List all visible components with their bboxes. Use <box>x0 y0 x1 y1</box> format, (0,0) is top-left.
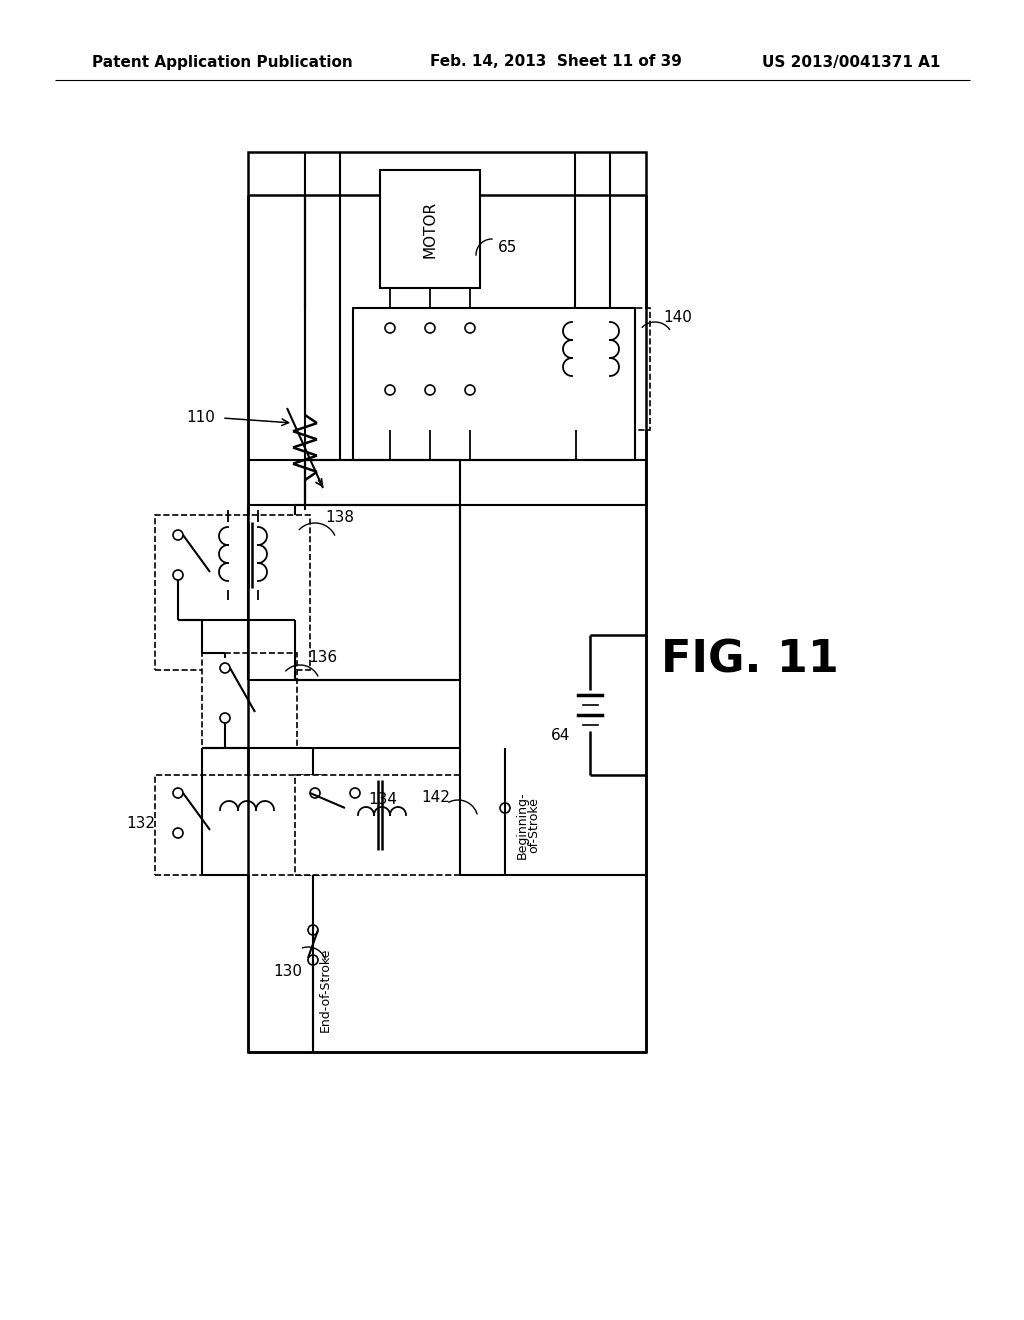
Text: Feb. 14, 2013  Sheet 11 of 39: Feb. 14, 2013 Sheet 11 of 39 <box>430 54 682 70</box>
Text: FIG. 11: FIG. 11 <box>662 639 839 681</box>
Text: 110: 110 <box>186 411 215 425</box>
Text: US 2013/0041371 A1: US 2013/0041371 A1 <box>762 54 940 70</box>
Bar <box>353 308 553 430</box>
Bar <box>155 515 310 671</box>
Bar <box>155 775 325 875</box>
Text: 136: 136 <box>308 651 337 665</box>
Bar <box>202 653 297 748</box>
Text: Beginning-: Beginning- <box>515 791 528 859</box>
Bar <box>295 506 460 680</box>
Text: 134: 134 <box>368 792 397 808</box>
Text: 138: 138 <box>325 511 354 525</box>
Text: 140: 140 <box>663 310 692 326</box>
Bar <box>295 775 460 875</box>
Text: 65: 65 <box>498 240 517 256</box>
Text: End-of-Stroke: End-of-Stroke <box>318 948 332 1032</box>
Text: 64: 64 <box>551 727 570 742</box>
Text: Patent Application Publication: Patent Application Publication <box>92 54 352 70</box>
Bar <box>380 170 480 288</box>
Bar <box>550 308 650 430</box>
Text: of-Stroke: of-Stroke <box>527 797 541 853</box>
Text: 132: 132 <box>126 816 155 830</box>
Text: 130: 130 <box>273 965 302 979</box>
Bar <box>353 308 635 459</box>
Bar <box>248 152 646 1052</box>
Text: MOTOR: MOTOR <box>423 201 437 257</box>
Text: 142: 142 <box>421 791 450 805</box>
